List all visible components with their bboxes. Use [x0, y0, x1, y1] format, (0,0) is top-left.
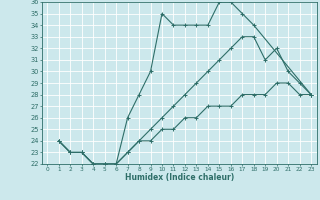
X-axis label: Humidex (Indice chaleur): Humidex (Indice chaleur)	[124, 173, 234, 182]
